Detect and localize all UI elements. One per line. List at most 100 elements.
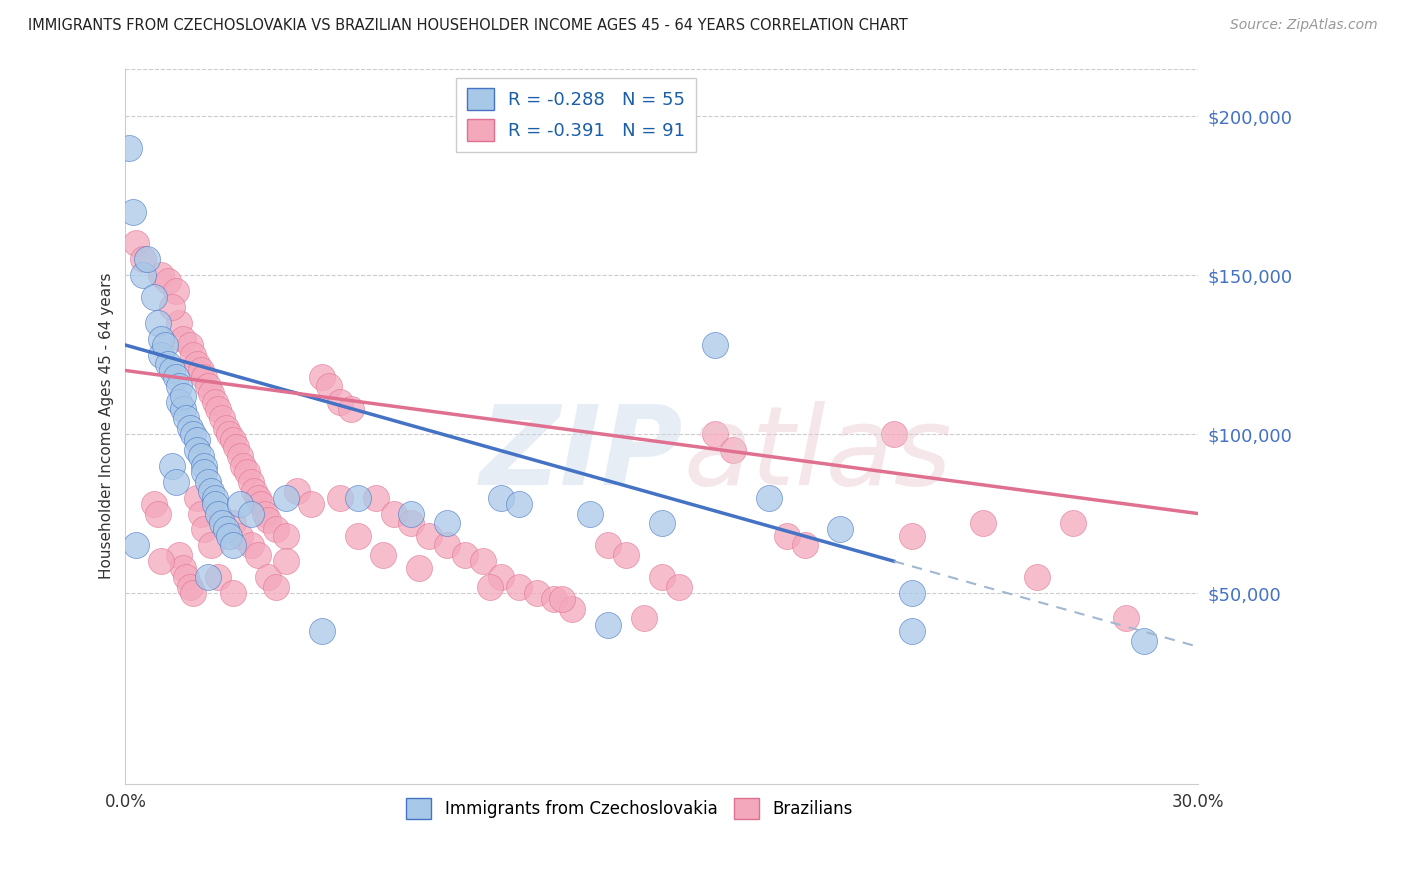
Point xyxy=(229,529,252,543)
Point xyxy=(222,538,245,552)
Point xyxy=(651,516,673,530)
Point xyxy=(222,516,245,530)
Point xyxy=(830,523,852,537)
Point xyxy=(167,379,190,393)
Point xyxy=(232,458,254,473)
Point xyxy=(179,338,201,352)
Point xyxy=(207,507,229,521)
Point xyxy=(668,580,690,594)
Point xyxy=(174,570,197,584)
Text: Source: ZipAtlas.com: Source: ZipAtlas.com xyxy=(1230,18,1378,32)
Point xyxy=(143,497,166,511)
Point xyxy=(758,491,780,505)
Point xyxy=(901,529,924,543)
Point xyxy=(160,300,183,314)
Point xyxy=(165,369,187,384)
Point xyxy=(197,570,219,584)
Point xyxy=(211,411,233,425)
Point xyxy=(197,379,219,393)
Point xyxy=(229,497,252,511)
Point xyxy=(183,348,205,362)
Point xyxy=(318,379,340,393)
Point xyxy=(364,491,387,505)
Text: IMMIGRANTS FROM CZECHOSLOVAKIA VS BRAZILIAN HOUSEHOLDER INCOME AGES 45 - 64 YEAR: IMMIGRANTS FROM CZECHOSLOVAKIA VS BRAZIL… xyxy=(28,18,908,33)
Point xyxy=(160,363,183,377)
Point xyxy=(579,507,602,521)
Point xyxy=(172,401,194,416)
Point xyxy=(222,586,245,600)
Text: ZIP: ZIP xyxy=(479,401,683,508)
Point xyxy=(132,268,155,282)
Point xyxy=(276,529,298,543)
Point xyxy=(329,491,352,505)
Point xyxy=(200,538,222,552)
Point xyxy=(150,348,173,362)
Point xyxy=(121,204,143,219)
Point xyxy=(401,516,423,530)
Point xyxy=(118,141,141,155)
Point xyxy=(207,570,229,584)
Point xyxy=(418,529,440,543)
Point xyxy=(179,421,201,435)
Point xyxy=(311,369,333,384)
Point xyxy=(229,450,252,464)
Point xyxy=(125,538,148,552)
Point xyxy=(165,284,187,298)
Point xyxy=(489,491,512,505)
Point xyxy=(776,529,799,543)
Point xyxy=(339,401,361,416)
Point xyxy=(193,465,215,479)
Point xyxy=(167,395,190,409)
Point xyxy=(146,316,169,330)
Point xyxy=(346,529,368,543)
Point xyxy=(285,484,308,499)
Point xyxy=(193,458,215,473)
Point xyxy=(1133,633,1156,648)
Point xyxy=(401,507,423,521)
Point xyxy=(901,586,924,600)
Point xyxy=(311,624,333,639)
Point xyxy=(186,357,208,371)
Point xyxy=(508,580,530,594)
Point xyxy=(382,507,405,521)
Point xyxy=(150,332,173,346)
Point xyxy=(246,491,269,505)
Point xyxy=(276,554,298,568)
Point xyxy=(179,580,201,594)
Point xyxy=(253,507,276,521)
Point xyxy=(211,516,233,530)
Point xyxy=(329,395,352,409)
Point xyxy=(204,497,226,511)
Point xyxy=(299,497,322,511)
Point xyxy=(346,491,368,505)
Point xyxy=(721,442,744,457)
Point xyxy=(200,385,222,400)
Point xyxy=(172,389,194,403)
Point xyxy=(883,427,905,442)
Point xyxy=(190,450,212,464)
Point xyxy=(214,421,236,435)
Point xyxy=(135,252,157,267)
Point xyxy=(243,484,266,499)
Point xyxy=(651,570,673,584)
Point xyxy=(172,332,194,346)
Point xyxy=(250,497,273,511)
Point xyxy=(160,458,183,473)
Point xyxy=(239,538,262,552)
Legend: Immigrants from Czechoslovakia, Brazilians: Immigrants from Czechoslovakia, Brazilia… xyxy=(399,792,859,825)
Point xyxy=(264,523,287,537)
Point xyxy=(207,401,229,416)
Point xyxy=(561,602,583,616)
Point xyxy=(214,523,236,537)
Point xyxy=(257,570,280,584)
Point xyxy=(704,338,727,352)
Point xyxy=(704,427,727,442)
Point xyxy=(167,316,190,330)
Point xyxy=(153,338,176,352)
Point xyxy=(257,513,280,527)
Point xyxy=(596,617,619,632)
Point xyxy=(204,491,226,505)
Point xyxy=(436,538,458,552)
Point xyxy=(146,507,169,521)
Point xyxy=(1062,516,1084,530)
